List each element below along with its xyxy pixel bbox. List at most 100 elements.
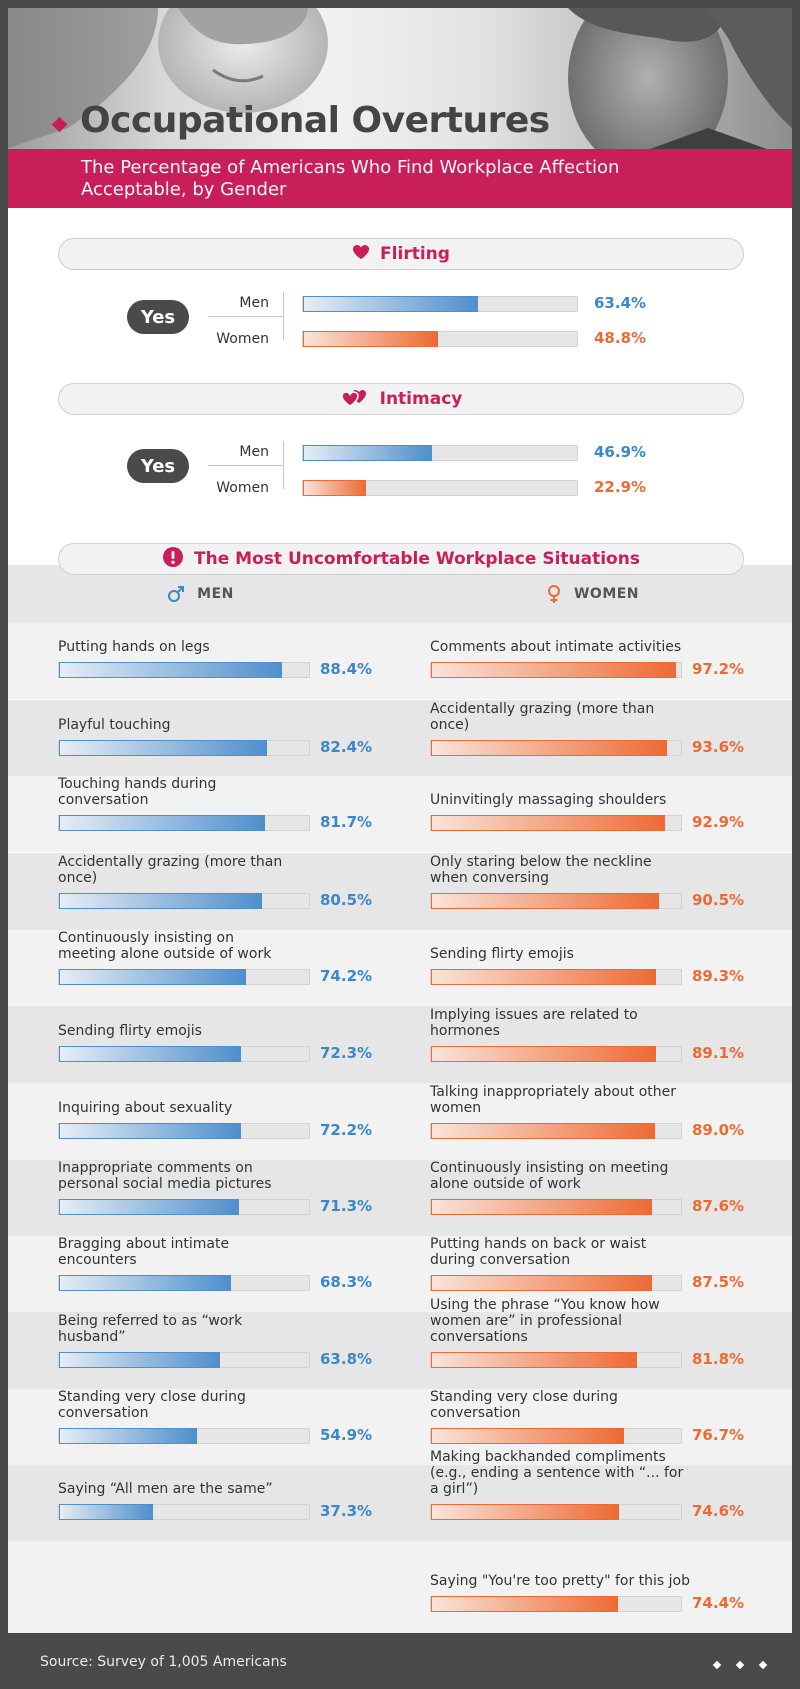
men-situation-label: Inquiring about sexuality (58, 1100, 233, 1116)
women-bar-track (430, 662, 682, 678)
men-bar (59, 969, 246, 985)
page-subtitle: The Percentage of Americans Who Find Wor… (81, 157, 620, 200)
women-bar-track (430, 1275, 682, 1291)
intimacy-women-bar (303, 480, 366, 496)
women-bar (431, 662, 676, 678)
women-bar (431, 1123, 655, 1139)
flirting-yes-badge: Yes (127, 300, 189, 334)
intimacy-header: Intimacy (58, 383, 744, 415)
women-row: Talking inappropriately about other wome… (393, 1083, 792, 1160)
women-situation-label: Only staring below the neckline when con… (430, 854, 652, 886)
exclamation-icon (162, 546, 184, 572)
women-row: Only staring below the neckline when con… (393, 853, 792, 930)
men-bar-track (58, 815, 310, 831)
flirting-women-bar (303, 331, 438, 347)
men-bar-track (58, 969, 310, 985)
men-situation-label: Sending flirty emojis (58, 1023, 202, 1039)
men-situation-label: Accidentally grazing (more than once) (58, 854, 283, 886)
uncomfortable-header: The Most Uncomfortable Workplace Situati… (58, 543, 744, 575)
men-value-label: 37.3% (320, 1502, 373, 1520)
women-value-label: 90.5% (692, 891, 745, 909)
flirting-header: Flirting (58, 238, 744, 270)
men-value-label: 63.8% (320, 1350, 373, 1368)
women-situation-label: Putting hands on back or waist during co… (430, 1236, 647, 1268)
women-column-title: WOMEN (573, 586, 640, 602)
men-situation-label: Saying “All men are the same” (58, 1481, 273, 1497)
footer-diamond-icon (735, 1660, 745, 1670)
women-bar-track (430, 893, 682, 909)
men-row: Bragging about intimate encounters 68.3% (8, 1236, 393, 1312)
footer-diamond-icon (712, 1660, 722, 1670)
men-situation-label: Bragging about intimate encounters (58, 1236, 230, 1268)
women-bar-track (430, 1504, 682, 1520)
footer-diamond-icon (758, 1660, 768, 1670)
flirting-men-bar-track (302, 296, 578, 312)
women-column: Comments about intimate activities 97.2% A… (393, 565, 792, 1633)
intimacy-yes-badge: Yes (127, 449, 189, 483)
men-bar (59, 1504, 153, 1520)
men-value-label: 72.2% (320, 1121, 373, 1139)
men-situation-label: Inappropriate comments on personal socia… (58, 1160, 272, 1192)
women-value-label: 89.1% (692, 1044, 745, 1062)
men-bar-track (58, 893, 310, 909)
women-situation-label: Using the phrase “You know how women are… (430, 1297, 660, 1345)
flirting-women-value: 48.8% (594, 329, 647, 347)
intimacy-women-label: Women (216, 480, 269, 496)
men-situation-label: Touching hands during conversation (58, 776, 217, 808)
men-bar-track (58, 740, 310, 756)
men-bar (59, 893, 262, 909)
women-row: Uninvitingly massaging shoulders 92.9% (393, 776, 792, 852)
footer: Source: Survey of 1,005 Americans (0, 1633, 800, 1689)
men-bar (59, 1428, 197, 1444)
intimacy-bracket-line (283, 441, 284, 489)
women-value-label: 74.4% (692, 1594, 745, 1612)
men-situation-label: Being referred to as “work husband” (58, 1313, 243, 1345)
intimacy-men-value: 46.9% (594, 443, 647, 461)
men-bar-track (58, 1352, 310, 1368)
women-bar-track (430, 1199, 682, 1215)
men-bar (59, 740, 267, 756)
women-bar (431, 1352, 637, 1368)
intimacy-title: Intimacy (379, 389, 463, 409)
uncomfortable-title: The Most Uncomfortable Workplace Situati… (194, 549, 640, 569)
men-bar-track (58, 1504, 310, 1520)
men-bar-track (58, 1428, 310, 1444)
women-bar (431, 740, 667, 756)
women-value-label: 89.3% (692, 967, 745, 985)
women-bar-track (430, 1123, 682, 1139)
men-value-label: 71.3% (320, 1197, 373, 1215)
source-note: Source: Survey of 1,005 Americans (40, 1654, 287, 1670)
women-bar (431, 1275, 652, 1291)
women-row: Accidentally grazing (more than once) 93.… (393, 700, 792, 777)
men-row: Touching hands during conversation 81.7% (8, 776, 393, 852)
women-situation-label: Uninvitingly massaging shoulders (430, 792, 667, 808)
women-situation-label: Sending flirty emojis (430, 946, 574, 962)
men-row: Accidentally grazing (more than once) 80.… (8, 853, 393, 930)
women-bar (431, 893, 659, 909)
women-bar (431, 1504, 619, 1520)
men-bar (59, 1275, 231, 1291)
men-row: Continuously insisting on meeting alone … (8, 930, 393, 1006)
men-bar (59, 1046, 241, 1062)
men-bar-track (58, 1275, 310, 1291)
women-bar (431, 815, 665, 831)
intimacy-men-bar (303, 445, 432, 461)
men-value-label: 72.3% (320, 1044, 373, 1062)
intimacy-women-value: 22.9% (594, 478, 647, 496)
men-column-filler (8, 1541, 393, 1633)
women-row: Standing very close during conversation 7… (393, 1389, 792, 1465)
women-bar-track (430, 1352, 682, 1368)
women-situation-label: Talking inappropriately about other wome… (430, 1084, 677, 1116)
men-bar (59, 1123, 241, 1139)
men-situation-label: Putting hands on legs (58, 639, 210, 655)
men-value-label: 80.5% (320, 891, 373, 909)
women-row: Sending flirty emojis 89.3% (393, 930, 792, 1006)
men-bar (59, 815, 265, 831)
flirting-bracket-line (283, 292, 284, 340)
women-bar-track (430, 1046, 682, 1062)
women-bar (431, 1046, 656, 1062)
women-bar (431, 1428, 624, 1444)
women-situation-label: Saying "You're too pretty" for this job (430, 1573, 690, 1589)
men-bar-track (58, 662, 310, 678)
women-value-label: 93.6% (692, 738, 745, 756)
